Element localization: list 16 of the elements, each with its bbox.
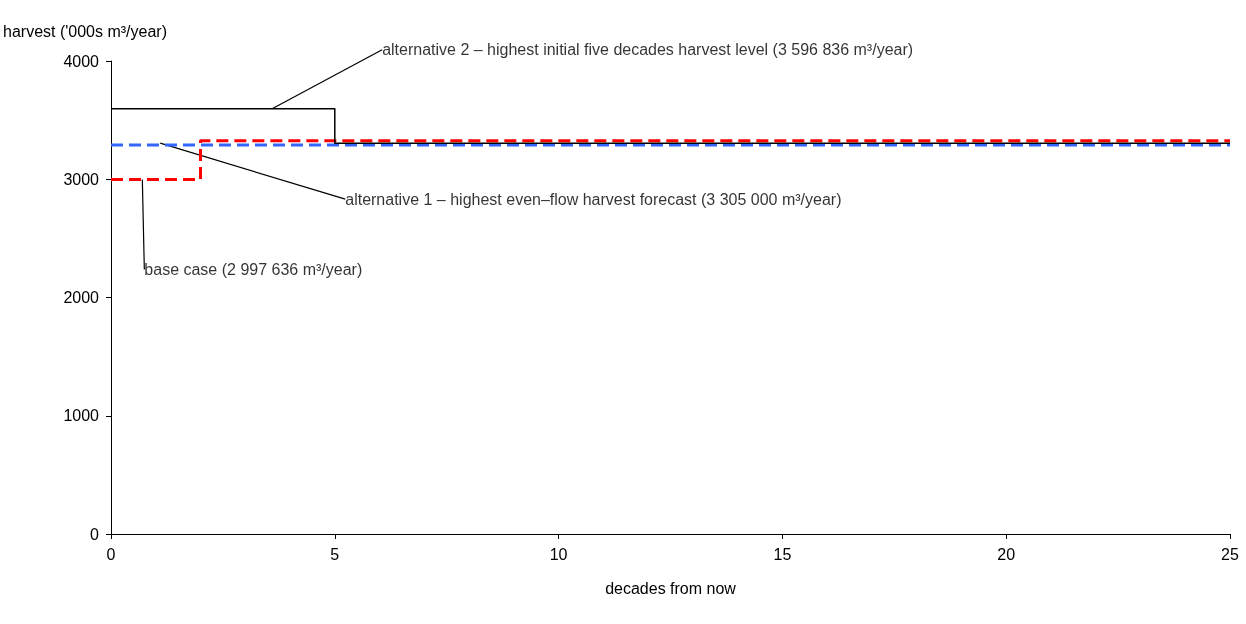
x-tick-label: 5: [330, 545, 340, 563]
y-axis-title: harvest ('000s m³/year): [3, 22, 167, 40]
x-tick-label: 15: [773, 545, 792, 563]
annotation: alternative 1 – highest even–flow harvest forecast (3 305 000 m³/year): [345, 190, 842, 208]
y-tick-label: 2000: [63, 289, 100, 306]
x-tick-label: 0: [106, 545, 116, 563]
y-tick-label: 4000: [63, 52, 100, 70]
y-tick-label: 0: [90, 525, 100, 543]
x-tick-label: 25: [1221, 545, 1239, 563]
x-tick-label: 10: [549, 545, 568, 563]
y-tick-label: 3000: [63, 170, 100, 188]
x-tick-label: 20: [997, 545, 1016, 563]
x-axis-title: decades from now: [605, 579, 737, 597]
y-tick-label: 1000: [63, 407, 100, 425]
annotation: base case (2 997 636 m³/year): [144, 260, 363, 278]
annotation: alternative 2 – highest initial five decades harvest level (3 596 836 m³/year): [382, 41, 914, 59]
